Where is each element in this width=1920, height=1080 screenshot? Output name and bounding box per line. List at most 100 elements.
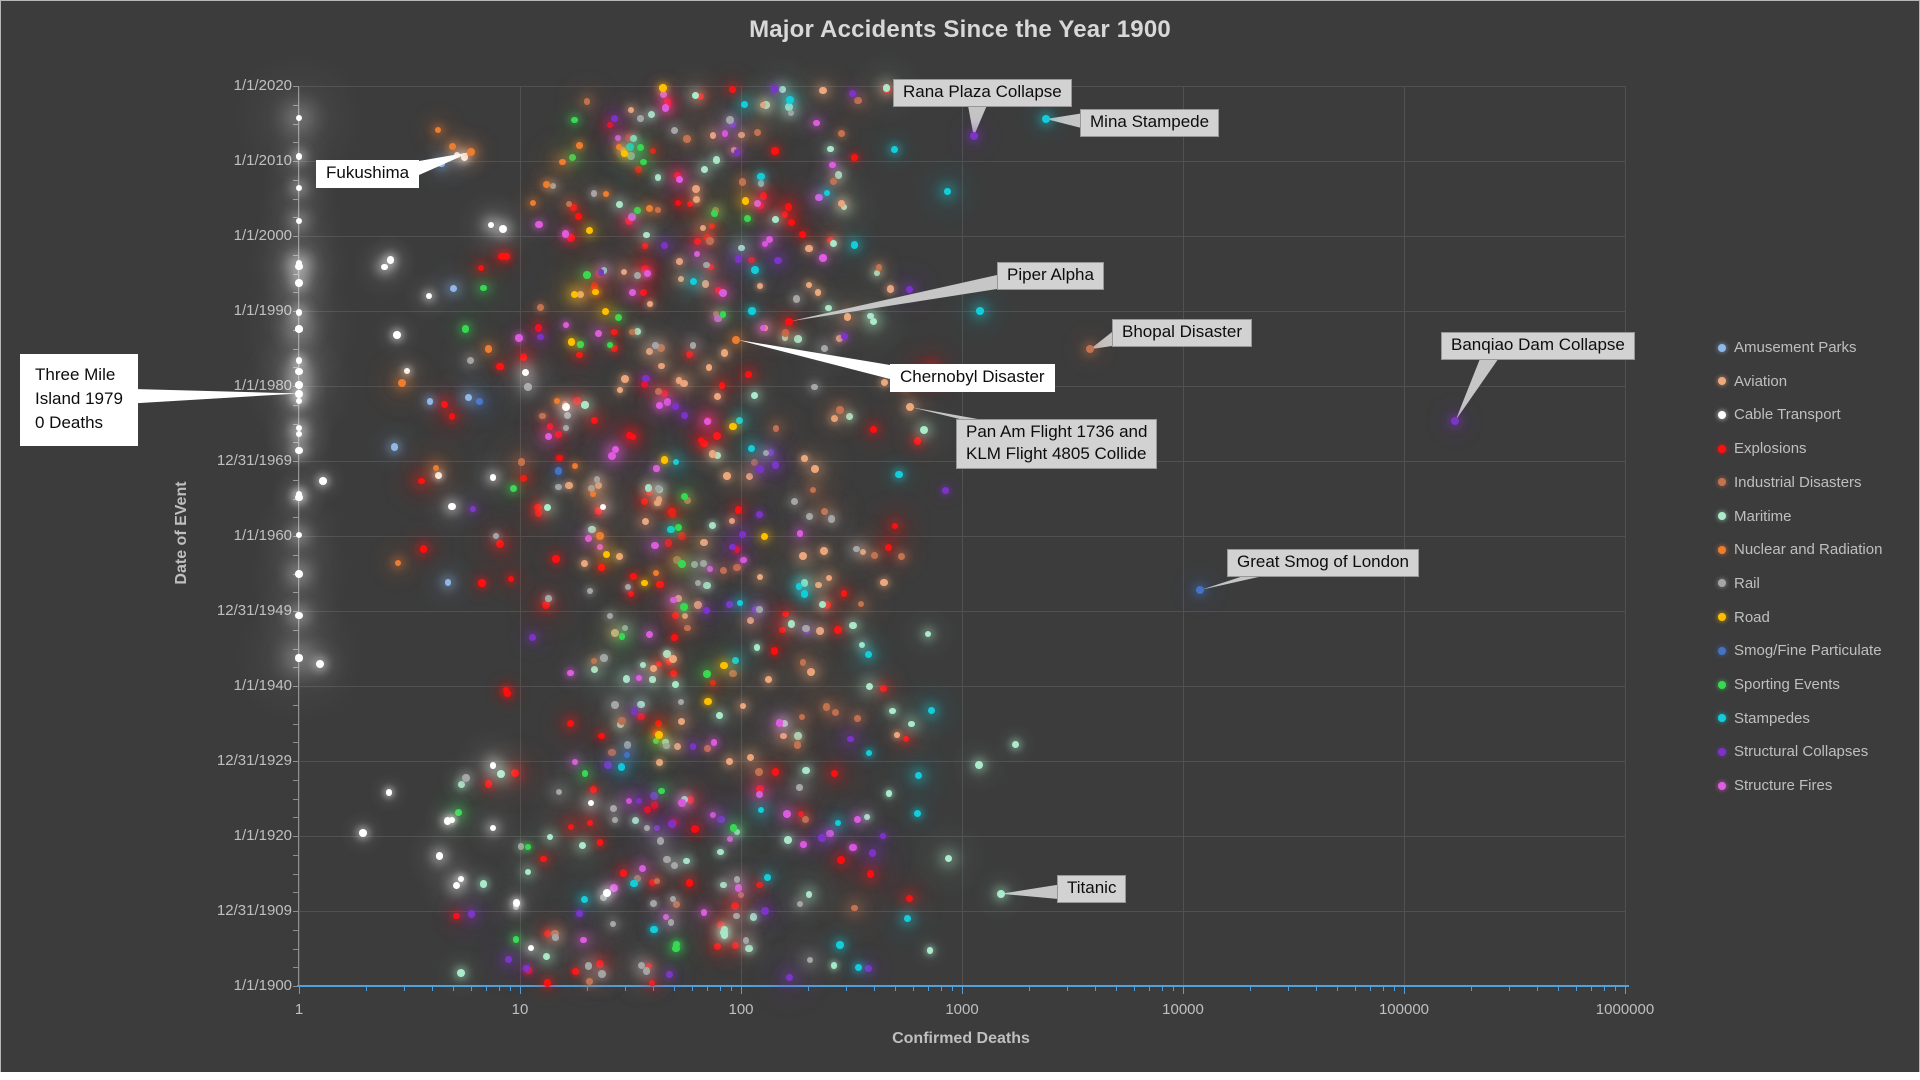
legend-item[interactable]: Stampedes [1718,710,1810,727]
data-point [604,760,613,769]
annotation-leader [1046,113,1080,128]
data-point [815,193,823,202]
legend-item[interactable]: Amusement Parks [1718,339,1857,356]
data-point [641,497,649,505]
x-axis-tick-minor [807,987,809,991]
data-point [465,394,472,402]
data-point [478,579,486,587]
data-point [781,334,788,341]
data-point [655,485,663,493]
data-point [762,100,771,109]
data-point [865,749,872,756]
legend-item-label: Sporting Events [1734,676,1840,693]
data-point [663,856,671,864]
data-point [642,374,650,383]
legend-item[interactable]: Structural Collapses [1718,743,1868,760]
data-point [680,379,688,387]
data-point [732,656,740,664]
data-point [627,591,635,598]
data-point [521,368,530,377]
legend-item[interactable]: Rail [1718,575,1760,592]
data-point [535,220,543,229]
data-point [636,798,643,805]
data-point [827,145,834,153]
data-point [610,629,619,637]
legend-item[interactable]: Nuclear and Radiation [1718,541,1882,558]
legend-item[interactable]: Structure Fires [1718,777,1832,794]
data-point [680,603,689,611]
legend-item[interactable]: Smog/Fine Particulate [1718,642,1882,659]
data-point [885,544,893,552]
data-point [763,449,770,456]
legend-item[interactable]: Explosions [1718,440,1807,457]
data-point [611,114,619,122]
data-point [566,201,573,208]
data-point [536,303,545,312]
legend-item[interactable]: Aviation [1718,373,1787,390]
data-point [667,919,675,926]
data-point [596,839,604,846]
data-point [498,252,506,261]
y-axis-tick [293,348,299,350]
legend-item-label: Structural Collapses [1734,743,1869,761]
data-point [638,864,647,873]
y-axis-tick [293,123,299,125]
x-axis-tick-minor [1558,987,1560,991]
data-point [618,632,626,640]
annotation-callout: Chernobyl Disaster [890,364,1055,392]
data-point [522,964,531,972]
data-point [403,367,410,374]
data-point [880,378,889,387]
data-point [461,773,470,782]
data-point [659,84,667,92]
data-point [815,581,823,589]
annotation-leader [968,107,987,137]
data-point [504,689,512,697]
data-point [785,973,794,981]
data-point [694,238,701,245]
data-point [637,144,645,151]
data-point [732,942,740,950]
data-point [835,171,843,179]
data-point [676,258,683,265]
data-point [732,912,740,920]
data-point [753,129,761,136]
data-point [448,502,457,511]
data-point [686,796,695,804]
data-point [807,668,815,676]
data-point [502,253,511,261]
data-point [658,787,665,794]
data-point [733,545,741,553]
data-point [709,521,717,529]
data-point [624,752,631,759]
data-point [709,131,717,139]
data-point [726,835,733,842]
legend-item[interactable]: Sporting Events [1718,676,1840,693]
data-point [654,878,661,885]
data-point [751,459,759,467]
legend-item[interactable]: Road [1718,609,1770,626]
x-axis-tick-minor [1575,987,1577,991]
data-point [753,643,761,651]
data-point [589,490,596,497]
data-point [460,153,469,161]
data-point [854,715,861,722]
data-point [653,465,660,472]
data-point [654,206,662,213]
data-point [799,714,806,721]
data-point [619,868,628,877]
legend-item[interactable]: Maritime [1718,508,1792,525]
data-point [524,843,531,850]
legend-item[interactable]: Industrial Disasters [1718,474,1862,491]
annotation-callout: Banqiao Dam Collapse [1441,332,1635,360]
data-point [479,880,488,888]
data-point [610,883,619,892]
data-point [867,870,875,878]
legend-swatch-icon [1718,545,1726,554]
y-tick-label: 1/1/1960 [233,527,292,544]
y-axis-tick [293,217,299,219]
data-point [719,311,727,318]
legend-item[interactable]: Cable Transport [1718,406,1841,423]
x-axis-tick-minor [674,987,676,991]
